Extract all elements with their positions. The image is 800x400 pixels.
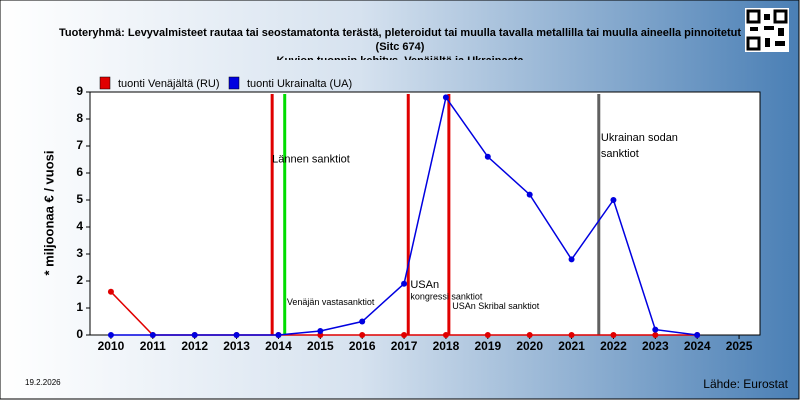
y-tick-label: 9 xyxy=(76,84,83,98)
data-point xyxy=(526,191,533,198)
data-point xyxy=(442,94,449,101)
annotation: Venäjän vastasanktiot xyxy=(287,297,375,307)
data-point xyxy=(149,332,156,338)
x-tick-label: 2023 xyxy=(642,339,669,353)
chart-subtitle: (Sitc 674) xyxy=(376,41,425,53)
y-tick-label: 6 xyxy=(76,165,83,179)
data-point xyxy=(484,332,491,338)
x-tick-label: 2016 xyxy=(349,339,376,353)
annotation: USAn Skribal sanktiot xyxy=(452,301,540,311)
legend-label: tuonti Ukrainalta (UA) xyxy=(247,78,352,90)
x-tick-label: 2018 xyxy=(433,339,460,353)
x-tick-label: 2014 xyxy=(265,339,292,353)
data-point xyxy=(652,332,659,338)
data-point xyxy=(191,332,198,338)
x-tick-label: 2011 xyxy=(140,339,166,353)
annotation: sanktiot xyxy=(601,148,639,160)
data-point xyxy=(359,318,366,325)
source: Lähde: Eurostat xyxy=(703,377,788,391)
data-point xyxy=(526,332,533,338)
y-tick-label: 2 xyxy=(76,273,83,287)
x-tick-label: 2020 xyxy=(516,339,543,353)
annotation: Ukrainan sodan xyxy=(601,132,678,144)
plot-area xyxy=(89,91,761,336)
data-point xyxy=(275,332,282,338)
data-point xyxy=(568,256,575,263)
data-point xyxy=(233,332,240,338)
x-tick-label: 2017 xyxy=(391,339,418,353)
annotation: USAn xyxy=(410,279,439,291)
data-point xyxy=(107,288,114,295)
y-tick-label: 4 xyxy=(76,219,83,233)
x-tick-label: 2024 xyxy=(684,339,711,353)
chart-title: Tuoteryhmä: Levyvalmisteet rautaa tai se… xyxy=(59,27,741,39)
qr-code xyxy=(745,8,789,52)
x-tick-label: 2019 xyxy=(474,339,501,353)
y-tick-label: 3 xyxy=(76,246,83,260)
data-point xyxy=(610,197,617,203)
annotation: kongressi sanktiot xyxy=(410,292,483,302)
x-tick-label: 2013 xyxy=(223,339,250,353)
y-tick-label: 5 xyxy=(76,192,83,206)
data-point xyxy=(610,332,617,338)
y-axis-label: * miljoonaa € / vuosi xyxy=(41,151,56,276)
x-tick-label: 2010 xyxy=(98,339,125,353)
x-tick-label: 2022 xyxy=(600,339,627,353)
data-point xyxy=(652,326,659,333)
data-point xyxy=(442,332,449,338)
data-point xyxy=(568,332,575,338)
x-tick-label: 2021 xyxy=(558,339,585,353)
y-tick-label: 1 xyxy=(76,300,83,314)
data-point xyxy=(484,153,491,160)
data-point xyxy=(401,332,408,338)
data-point xyxy=(107,332,114,338)
data-point xyxy=(317,327,324,334)
data-point xyxy=(401,280,408,287)
y-tick-label: 7 xyxy=(76,138,83,152)
y-tick-label: 8 xyxy=(76,111,83,125)
data-point xyxy=(359,332,366,338)
y-tick-label: 0 xyxy=(76,327,83,341)
legend-label: tuonti Venäjältä (RU) xyxy=(118,78,220,90)
x-tick-label: 2025 xyxy=(726,339,753,353)
annotation: Lännen sanktiot xyxy=(272,153,350,165)
date: 19.2.2026 xyxy=(25,378,61,387)
legend-swatch xyxy=(228,76,240,90)
legend-swatch xyxy=(99,76,111,90)
data-point xyxy=(694,332,701,338)
x-tick-label: 2015 xyxy=(307,339,334,353)
chart-subtitle: Kuvion tuonnin kehitys, Venäjältä ja Ukr… xyxy=(277,55,525,67)
x-tick-label: 2012 xyxy=(181,339,208,353)
